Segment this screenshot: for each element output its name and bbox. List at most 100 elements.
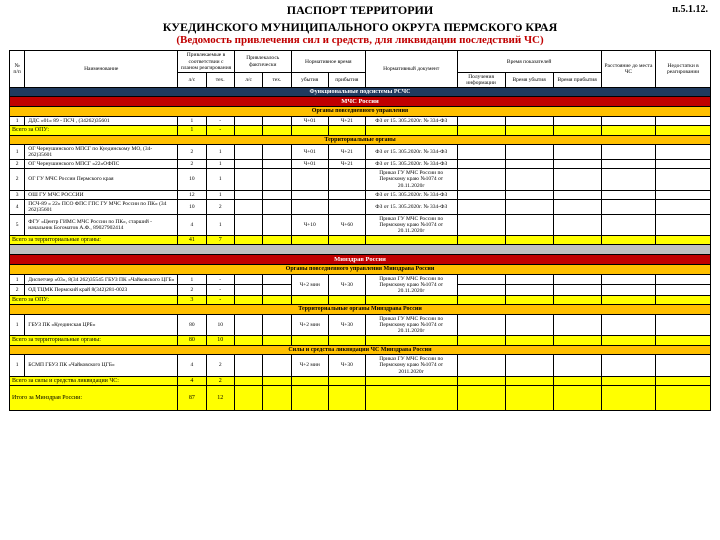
total-mz: Итого за Минздрав России: 87 12 bbox=[10, 386, 711, 411]
cell-name: ОГ Чернушинского МПСГ «22»ОФПС bbox=[25, 160, 178, 169]
cell-n: 1 bbox=[10, 145, 25, 160]
total-th: 10 bbox=[206, 336, 234, 346]
title-line1: ПАСПОРТ ТЕРРИТОРИИ bbox=[0, 0, 720, 17]
cell-name: БСМП ГБУЗ ПК «Чайковского ЦГБ» bbox=[25, 355, 178, 376]
cell-doc: ФЗ от 15. 305.2020г. № 334-ФЗ bbox=[365, 117, 457, 126]
cell-name: ОГ Чернушинского МПСГ по Куединскому МО,… bbox=[25, 145, 178, 160]
cell-pr: Ч+30 bbox=[328, 355, 365, 376]
cell-ls: 10 bbox=[178, 199, 206, 214]
total-label: Всего за ОПУ: bbox=[10, 126, 178, 136]
row-terr-4: 3 ОШ ГУ МЧС РОССИИ 12 1 ФЗ от 15. 305.20… bbox=[10, 190, 711, 199]
h-num: № п/п bbox=[10, 51, 25, 87]
cell-ls: 80 bbox=[178, 315, 206, 336]
row-terr-mz-1: 1 ГБУЗ ПК «Куединская ЦРБ» 80 10 Ч+2 мин… bbox=[10, 315, 711, 336]
total-terr-mz: Всего за территориальные органы: 80 10 bbox=[10, 336, 711, 346]
cell-th: 1 bbox=[206, 160, 234, 169]
row-terr-3: 2 ОГ ГУ МЧС России Пермского края 10 1 П… bbox=[10, 169, 711, 190]
cell-n: 1 bbox=[10, 355, 25, 376]
sec-terr: Территориальные органы bbox=[10, 135, 711, 145]
cell-ub: Ч+01 bbox=[291, 117, 328, 126]
cell-n: 2 bbox=[10, 169, 25, 190]
cell-pr: Ч+60 bbox=[328, 214, 365, 235]
h-doc: Нормативный документ bbox=[365, 51, 457, 87]
cell-ub: Ч+01 bbox=[291, 145, 328, 160]
cell-name: ОД ТЦМК Пермский край 8(342)281-0023 bbox=[25, 285, 178, 296]
cell-n: 2 bbox=[10, 285, 25, 296]
cell-name: ОГ ГУ МЧС России Пермского края bbox=[25, 169, 178, 190]
cell-ls: 2 bbox=[178, 160, 206, 169]
row-liq-mz-1: 1 БСМП ГБУЗ ПК «Чайковского ЦГБ» 4 2 Ч+2… bbox=[10, 355, 711, 376]
cell-ls: 12 bbox=[178, 190, 206, 199]
cell-n: 1 bbox=[10, 315, 25, 336]
cell-ls: 10 bbox=[178, 169, 206, 190]
h-g4b: Время убытия bbox=[505, 72, 553, 87]
h-plan: Привлекаемые в соответствии с планом реа… bbox=[178, 51, 235, 72]
cell-n: 4 bbox=[10, 199, 25, 214]
cell-doc: Приказ ГУ МЧС России по Пермскому краю №… bbox=[365, 214, 457, 235]
cell-doc: Приказ ГУ МЧС России по Пермскому краю №… bbox=[365, 274, 457, 295]
cell-doc: Приказ ГУ МЧС России по Пермскому краю №… bbox=[365, 169, 457, 190]
total-label: Всего за территориальные органы: bbox=[10, 336, 178, 346]
total-label: Всего за территориальные органы: bbox=[10, 235, 178, 245]
h-g1a: л/с bbox=[178, 72, 206, 87]
cell-ls: 4 bbox=[178, 214, 206, 235]
h-g3b: прибытия bbox=[328, 72, 365, 87]
cell-name: Диспетчер «03», 8(34 262)35545 ГБУЗ ПК «… bbox=[25, 274, 178, 285]
total-th: 2 bbox=[206, 376, 234, 386]
total-th: 12 bbox=[206, 386, 234, 411]
cell-th: 2 bbox=[206, 355, 234, 376]
h-normtime: Нормативное время bbox=[291, 51, 365, 72]
sec-minzdrav: Минздрав России bbox=[10, 255, 711, 265]
row-terr-1: 1 ОГ Чернушинского МПСГ по Куединскому М… bbox=[10, 145, 711, 160]
total-ls: 41 bbox=[178, 235, 206, 245]
cell-ls: 2 bbox=[178, 285, 206, 296]
cell-doc: ФЗ от 15. 305.2020г. № 334-ФЗ bbox=[365, 160, 457, 169]
header-row1: № п/п Наименование Привлекаемые в соотве… bbox=[10, 51, 711, 72]
cell-th: 2 bbox=[206, 199, 234, 214]
row-terr-6: 5 ФГУ «Центр ГИМС МЧС России по ПК», ста… bbox=[10, 214, 711, 235]
total-label: Всего за ОПУ: bbox=[10, 295, 178, 305]
total-th: 7 bbox=[206, 235, 234, 245]
cell-doc: ФЗ от 15. 305.2020г. № 334-ФЗ bbox=[365, 145, 457, 160]
cell-th: 1 bbox=[206, 169, 234, 190]
total-opu-mz: Всего за ОПУ: 3 - bbox=[10, 295, 711, 305]
title-line2: КУЕДИНСКОГО МУНИЦИПАЛЬНОГО ОКРУГА ПЕРМСК… bbox=[0, 17, 720, 34]
cell-ub: Ч+2 мин bbox=[291, 315, 328, 336]
code: п.5.1.12. bbox=[672, 4, 708, 15]
h-g2a: л/с bbox=[234, 72, 262, 87]
cell-ub: Ч+2 мин bbox=[291, 355, 328, 376]
title-line3: (Ведомость привлечения сил и средств, дл… bbox=[0, 34, 720, 46]
h-fact: Привлекалось фактически bbox=[234, 51, 291, 72]
row-terr-5: 4 ПСЧ-89 « 22» ПСО ФПС ГПС ГУ МЧС России… bbox=[10, 199, 711, 214]
cell-th: 1 bbox=[206, 190, 234, 199]
cell-th: 1 bbox=[206, 145, 234, 160]
row-opu-mchs-1: 1 ДДС «01» 89 - ПСЧ , (34262)35601 1 - Ч… bbox=[10, 117, 711, 126]
cell-doc: Приказ ГУ МЧС России по Пермскому краю №… bbox=[365, 315, 457, 336]
cell-name: ПСЧ-89 « 22» ПСО ФПС ГПС ГУ МЧС России п… bbox=[25, 199, 178, 214]
main-table: № п/п Наименование Привлекаемые в соотве… bbox=[9, 50, 711, 411]
total-ls: 87 bbox=[178, 386, 206, 411]
cell-doc: Приказ ГУ МЧС России по Пермскому краю №… bbox=[365, 355, 457, 376]
h-g2b: тех. bbox=[263, 72, 291, 87]
h-name: Наименование bbox=[25, 51, 178, 87]
cell-name: ГБУЗ ПК «Куединская ЦРБ» bbox=[25, 315, 178, 336]
total-label: Всего за силы и средства ликвидации ЧС: bbox=[10, 376, 178, 386]
cell-ub: Ч+2 мин bbox=[291, 274, 328, 295]
h-dist: Расстояние до места ЧС bbox=[601, 51, 656, 87]
sec-liq-mz: Силы и средства ликвидации ЧС Минздрава … bbox=[10, 345, 711, 355]
cell-pr: Ч+21 bbox=[328, 145, 365, 160]
total-ls: 1 bbox=[178, 126, 206, 136]
total-ls: 4 bbox=[178, 376, 206, 386]
sec-opu-mz: Органы повседневного управления Минздрав… bbox=[10, 265, 711, 275]
cell-th: - bbox=[206, 274, 234, 285]
cell-th: 1 bbox=[206, 214, 234, 235]
sec-terr-mz: Территориальные органы Минздрава России bbox=[10, 305, 711, 315]
total-opu-mchs: Всего за ОПУ: 1 - bbox=[10, 126, 711, 136]
cell-name: ДДС «01» 89 - ПСЧ , (34262)35601 bbox=[25, 117, 178, 126]
row-opu-mz-1: 1 Диспетчер «03», 8(34 262)35545 ГБУЗ ПК… bbox=[10, 274, 711, 285]
cell-n: 3 bbox=[10, 190, 25, 199]
total-th: - bbox=[206, 295, 234, 305]
cell-th: - bbox=[206, 285, 234, 296]
total-ls: 80 bbox=[178, 336, 206, 346]
total-label: Итого за Минздрав России: bbox=[10, 386, 178, 411]
